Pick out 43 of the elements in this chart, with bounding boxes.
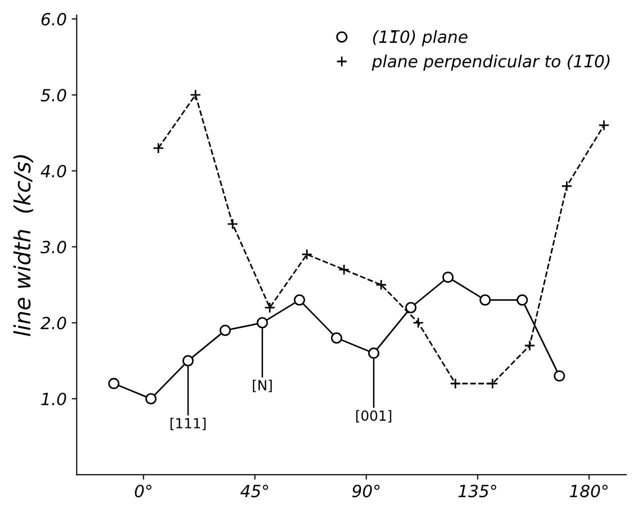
- y-tick-label: 1.0: [41, 392, 66, 406]
- legend-label: plane perpendicular to (11̅0): [372, 54, 610, 71]
- y-tick-label: 6.0: [42, 12, 66, 26]
- legend-label: (11̅0) plane: [373, 30, 468, 46]
- point: [561, 180, 572, 192]
- point: [330, 332, 342, 344]
- x-tick-label: 135°: [458, 484, 496, 498]
- point: [108, 378, 120, 390]
- point: [338, 264, 350, 276]
- point: [524, 340, 536, 352]
- point: [256, 317, 268, 328]
- point: [301, 248, 313, 260]
- annotation: [N]: [252, 380, 272, 392]
- point: [450, 378, 462, 390]
- point: [486, 378, 498, 390]
- point: [152, 142, 164, 154]
- point: [145, 393, 157, 404]
- point: [294, 294, 306, 306]
- point: [412, 317, 424, 328]
- point: [220, 324, 231, 336]
- point: [376, 279, 387, 290]
- point: [554, 370, 566, 382]
- y-axis-title: line width (kc/s): [13, 155, 34, 336]
- point: [598, 120, 610, 131]
- point: [368, 348, 380, 359]
- point: [516, 294, 528, 306]
- x-tick-label: 45°: [240, 484, 268, 498]
- point: [479, 294, 491, 306]
- x-tick-label: 90°: [352, 484, 380, 498]
- annotation: [111]: [170, 418, 206, 430]
- annotation: [001]: [356, 410, 392, 423]
- point: [405, 302, 416, 314]
- point: [190, 89, 202, 101]
- x-tick-label: 180°: [570, 484, 608, 498]
- y-tick-label: 5.0: [40, 88, 66, 102]
- x-tick-label: 0°: [134, 484, 152, 498]
- point: [227, 218, 238, 230]
- point: [442, 272, 454, 283]
- y-tick-label: 3.0: [40, 240, 66, 254]
- point: [264, 302, 276, 314]
- y-tick-label: 2.0: [40, 316, 66, 330]
- y-tick-label: 4.0: [40, 164, 66, 178]
- point: [182, 355, 194, 366]
